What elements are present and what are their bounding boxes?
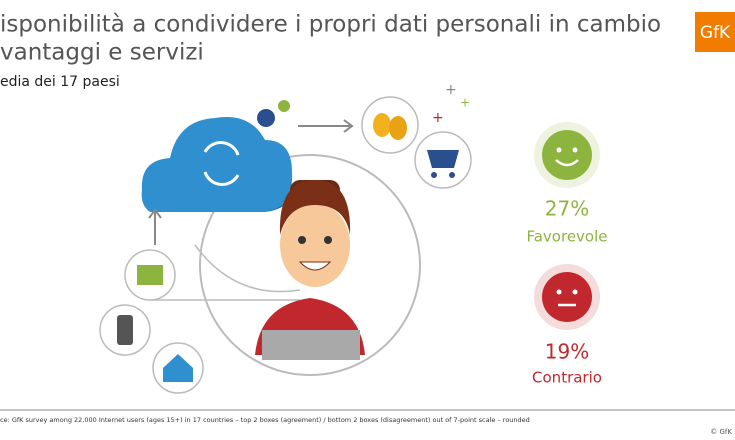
illustration: +++ bbox=[99, 82, 472, 394]
subtitle: edia dei 17 paesi bbox=[0, 74, 120, 90]
smiley-positive bbox=[542, 130, 592, 180]
result-label: Contrario bbox=[532, 369, 602, 387]
result-value: 19% bbox=[545, 340, 589, 364]
svg-text:+: + bbox=[432, 110, 444, 126]
result-label: Favorevole bbox=[526, 228, 607, 246]
svg-text:+: + bbox=[460, 96, 470, 110]
source: ce: GfK survey among 22,000 Internet use… bbox=[0, 416, 530, 424]
svg-text:+: + bbox=[445, 82, 457, 98]
title-line: isponibilità a condividere i propri dati… bbox=[0, 12, 661, 38]
logo-box bbox=[695, 12, 735, 52]
copyright: © GfK bbox=[710, 428, 732, 436]
title-line: vantaggi e servizi bbox=[0, 40, 204, 66]
logo: GfK bbox=[700, 23, 731, 43]
smiley-negative bbox=[542, 272, 592, 322]
result-value: 27% bbox=[545, 197, 589, 221]
